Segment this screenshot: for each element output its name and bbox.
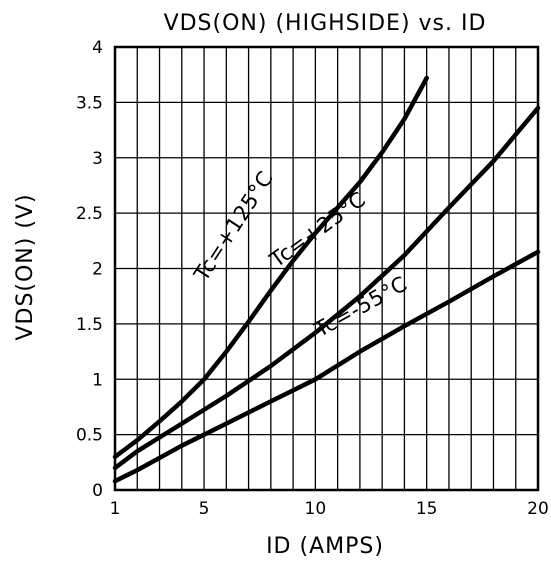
y-tick-label: 3 [92,149,103,169]
y-tick-label: 0.5 [76,426,103,446]
y-tick-label: 0 [92,481,103,501]
y-tick-labels: 0 0.5 1 1.5 2 2.5 3 3.5 4 [76,38,103,501]
series-line-2 [112,249,541,484]
x-tick-label: 15 [416,499,438,519]
y-axis-label: VDS(ON) (V) [13,193,38,340]
curve-labels: Tc=+125°CTc=+25°CTc=-55°C [189,167,411,343]
x-axis-label: ID (AMPS) [266,534,384,559]
y-tick-label: 2.5 [76,204,103,224]
series-label-1: Tc=+25°C [265,187,370,273]
series-line-0 [112,75,429,460]
x-tick-label: 5 [199,499,210,519]
y-tick-label: 4 [92,38,103,58]
y-tick-label: 1 [92,370,103,390]
x-tick-label: 1 [110,499,121,519]
chart-title: VDS(ON) (HIGHSIDE) vs. ID [164,11,487,36]
x-tick-labels: 1 5 10 15 20 [110,499,549,519]
x-tick-label: 10 [305,499,327,519]
y-tick-label: 2 [92,260,103,280]
x-tick-label: 20 [527,499,549,519]
plot-frame [113,45,540,492]
data-curves [112,75,541,484]
series-line-1 [112,105,541,471]
y-tick-label: 3.5 [76,93,103,113]
grid [113,45,540,492]
y-tick-label: 1.5 [76,315,103,335]
